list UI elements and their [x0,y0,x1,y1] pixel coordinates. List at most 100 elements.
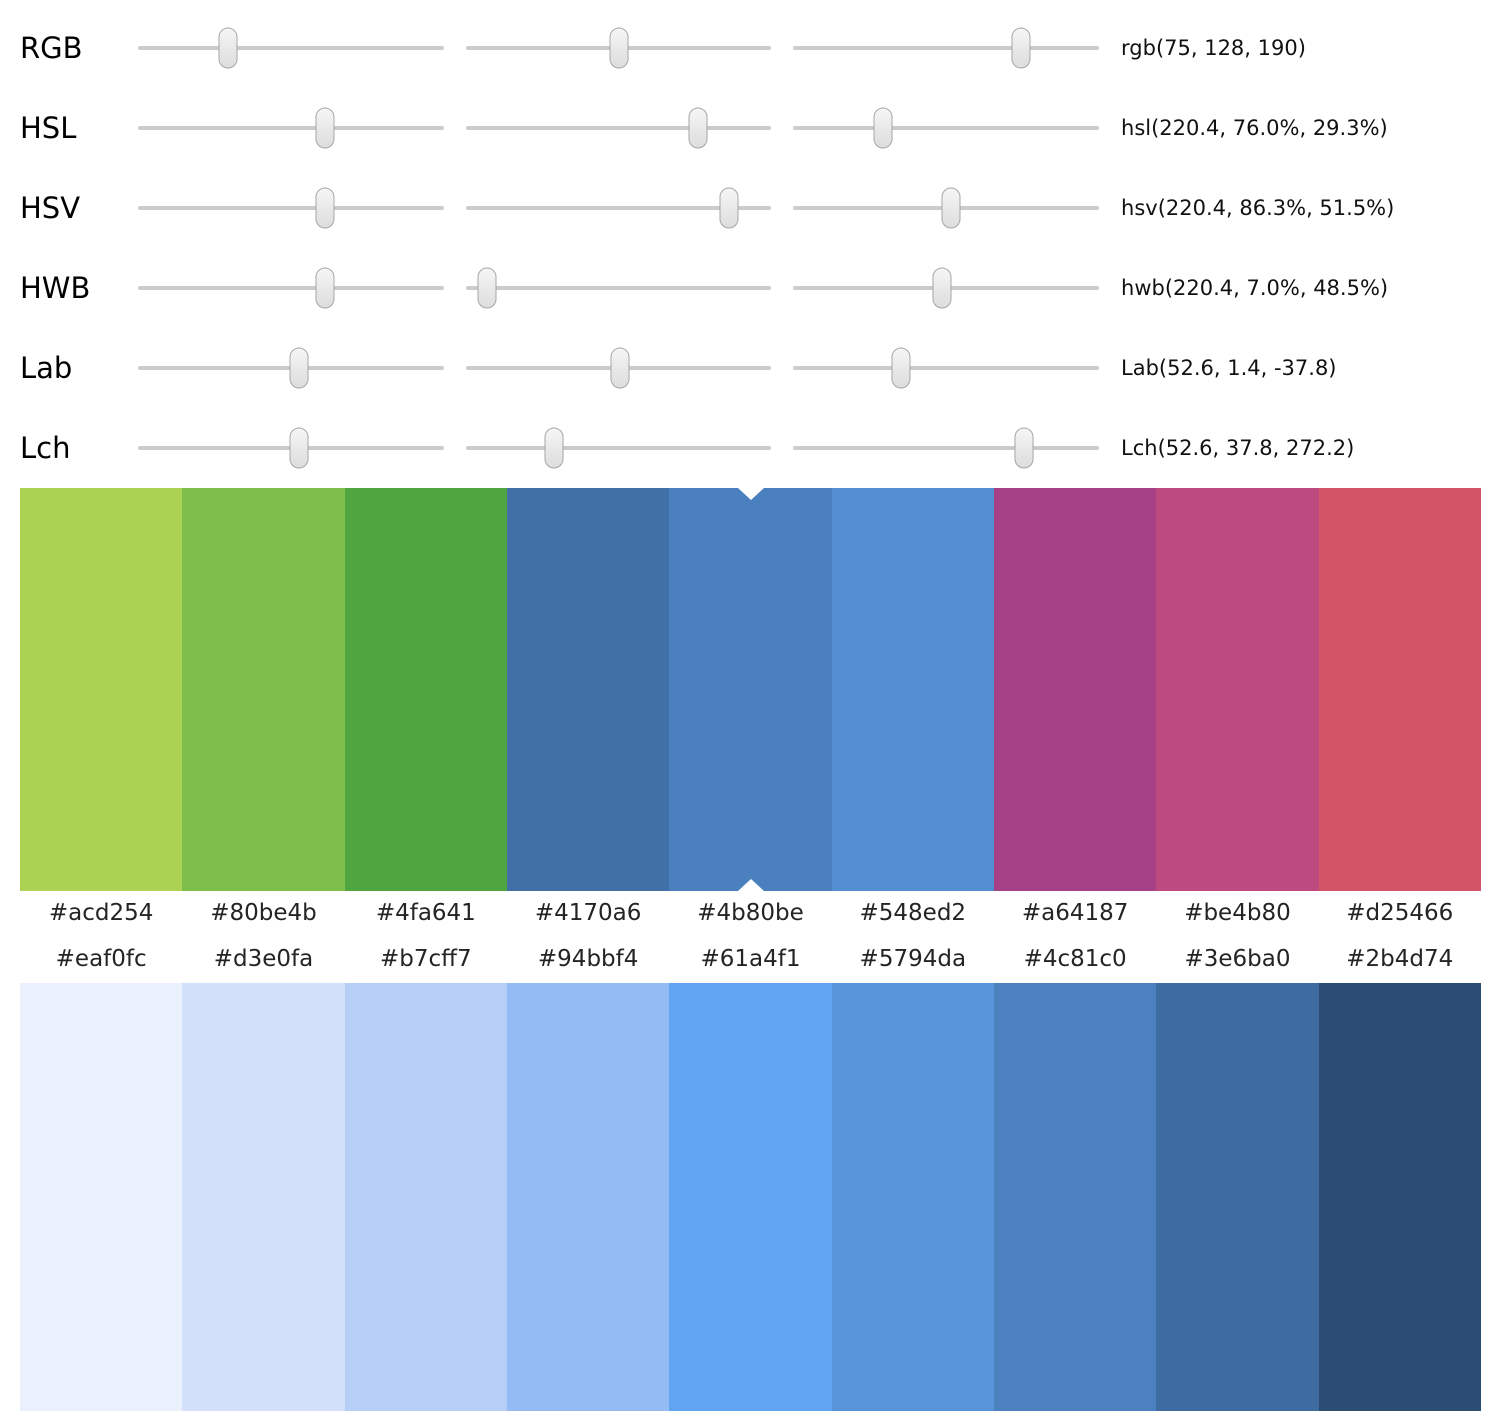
color-swatch[interactable] [506,488,670,891]
slider-lch-channel-1[interactable] [138,424,444,472]
color-swatch[interactable] [344,488,507,891]
slider-handle[interactable] [289,347,309,389]
slider-hsv-channel-1[interactable] [138,184,444,232]
slider-track[interactable] [138,46,444,50]
color-swatch[interactable] [1156,983,1319,1411]
slider-lch-channel-2[interactable] [465,424,772,472]
color-value-text-lch: Lch(52.6, 37.8, 272.2) [1121,436,1355,460]
slider-handle[interactable] [1014,427,1034,469]
slider-hsl-channel-1[interactable] [138,104,444,152]
slider-hwb-channel-3[interactable] [793,264,1100,312]
color-swatch[interactable] [1318,488,1481,891]
color-swatch[interactable] [831,488,994,891]
swatch-hex-label: #a64187 [1021,900,1129,926]
slider-handle[interactable] [1011,27,1031,69]
slider-handle[interactable] [932,267,952,309]
slider-hsv-channel-2[interactable] [465,184,772,232]
slider-track[interactable] [793,366,1100,370]
scale-palette-swatches [20,983,1481,1411]
slider-hsl-channel-2[interactable] [465,104,772,152]
color-swatch[interactable] [993,488,1157,891]
colorspace-label-lab: Lab [20,351,73,385]
main-palette: #acd254 #80be4b #4fa641 #4170a6 #4b80be #548e… [20,488,1481,937]
slider-track[interactable] [138,206,444,210]
slider-track[interactable] [465,206,772,210]
swatch-hex-label: #4b80be [697,900,804,926]
slider-row-hsv: HSV hsv(220.4, 86.3%, 51.5%) [20,168,1481,248]
slider-row-hsl: HSL hsl(220.4, 76.0%, 29.3%) [20,88,1481,168]
colorspace-label-hsv: HSV [20,191,81,225]
swatch-hex-label: #5794da [859,946,967,972]
slider-handle[interactable] [315,187,335,229]
color-swatch[interactable] [993,983,1157,1411]
slider-hsv-channel-3[interactable] [793,184,1100,232]
slider-hsl-channel-3[interactable] [793,104,1100,152]
colorspace-label-rgb: RGB [20,31,83,65]
slider-handle[interactable] [477,267,497,309]
slider-handle[interactable] [315,107,335,149]
color-value-text-rgb: rgb(75, 128, 190) [1121,36,1306,60]
swatch-hex-label: #61a4f1 [700,946,801,972]
slider-handle[interactable] [941,187,961,229]
slider-row-hwb: HWB hwb(220.4, 7.0%, 48.5%) [20,248,1481,328]
slider-lch-channel-3[interactable] [793,424,1100,472]
slider-handle[interactable] [544,427,564,469]
slider-rgb-channel-1[interactable] [138,24,444,72]
slider-track[interactable] [138,286,444,290]
slider-track[interactable] [465,126,772,130]
slider-rgb-channel-2[interactable] [465,24,772,72]
color-sliders-panel: RGB rgb(75, 128, 190) HSL hsl(220.4, 76.0%,… [0,0,1501,488]
color-swatch[interactable] [20,983,183,1411]
color-swatch[interactable] [344,983,507,1411]
color-swatch[interactable] [669,983,832,1411]
slider-lab-channel-2[interactable] [465,344,772,392]
colorspace-label-hsl: HSL [20,111,77,145]
swatch-hex-label: #acd254 [48,900,154,926]
slider-track[interactable] [465,286,772,290]
slider-track[interactable] [793,446,1100,450]
slider-track[interactable] [793,46,1100,50]
slider-lab-channel-1[interactable] [138,344,444,392]
slider-handle[interactable] [610,347,630,389]
swatch-hex-label: #548ed2 [859,900,967,926]
swatch-hex-label: #2b4d74 [1346,946,1454,972]
selected-swatch-bottom-notch-icon [737,879,764,891]
swatch-hex-label: #4170a6 [534,900,642,926]
slider-hwb-channel-2[interactable] [465,264,772,312]
color-swatch[interactable] [182,983,345,1411]
slider-handle[interactable] [289,427,309,469]
color-swatch[interactable] [831,983,994,1411]
color-value-text-hsl: hsl(220.4, 76.0%, 29.3%) [1121,116,1388,140]
color-value-text-lab: Lab(52.6, 1.4, -37.8) [1121,356,1337,380]
scale-palette: #eaf0fc #d3e0fa #b7cff7 #94bbf4 #61a4f1 #5794… [20,937,1481,1411]
swatch-hex-label: #d3e0fa [213,946,314,972]
slider-hwb-channel-1[interactable] [138,264,444,312]
slider-handle[interactable] [891,347,911,389]
slider-lab-channel-3[interactable] [793,344,1100,392]
slider-handle[interactable] [719,187,739,229]
slider-track[interactable] [793,126,1100,130]
slider-track[interactable] [465,446,772,450]
selected-swatch-top-notch-icon [737,488,764,500]
swatch-hex-label: #4fa641 [375,900,476,926]
color-swatch[interactable] [506,983,670,1411]
colorspace-label-lch: Lch [20,431,71,465]
slider-handle[interactable] [609,27,629,69]
slider-handle[interactable] [315,267,335,309]
color-swatch[interactable] [182,488,345,891]
swatch-hex-label: #b7cff7 [380,946,472,972]
color-swatch[interactable] [669,488,832,891]
slider-row-lch: Lch Lch(52.6, 37.8, 272.2) [20,408,1481,488]
slider-handle[interactable] [218,27,238,69]
color-swatch[interactable] [1156,488,1319,891]
slider-rgb-channel-3[interactable] [793,24,1100,72]
color-swatch[interactable] [1318,983,1481,1411]
slider-row-lab: Lab Lab(52.6, 1.4, -37.8) [20,328,1481,408]
slider-track[interactable] [138,126,444,130]
scale-palette-labels: #eaf0fc #d3e0fa #b7cff7 #94bbf4 #61a4f1 #5794… [20,937,1481,983]
slider-handle[interactable] [688,107,708,149]
colorspace-label-hwb: HWB [20,271,91,305]
slider-handle[interactable] [873,107,893,149]
main-palette-labels: #acd254 #80be4b #4fa641 #4170a6 #4b80be #548e… [20,891,1481,937]
color-swatch[interactable] [20,488,183,891]
